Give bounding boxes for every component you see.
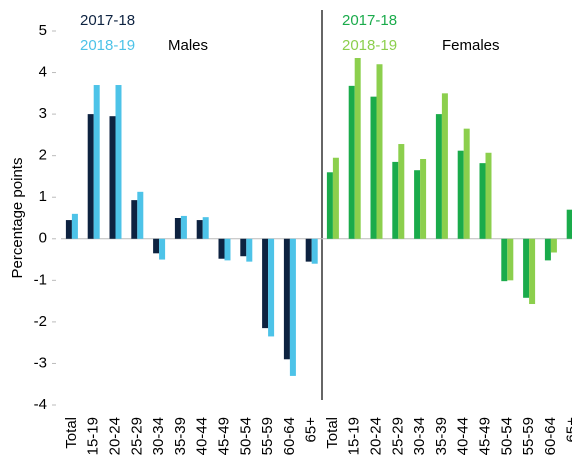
bar [131,200,138,239]
x-tick-label: 60-64 [281,417,298,455]
panel-title: Females [442,37,500,54]
bar [326,172,333,239]
bar [414,170,421,239]
x-tick-label: 55-59 [259,417,276,455]
x-tick-label: 45-49 [215,417,232,455]
bar [65,220,72,239]
bar [441,93,448,239]
bar [174,218,181,239]
x-tick-label: 20-24 [367,417,384,455]
y-tick-label: -3 [34,354,47,371]
x-tick-label: 40-44 [194,417,211,455]
y-tick-label: 1 [39,188,47,205]
bar [262,238,269,329]
legend-entry: 2018-19 [80,37,135,54]
y-tick-label: 4 [39,64,47,81]
bar [115,85,122,239]
bar [566,209,572,239]
x-tick-label: 45-49 [476,417,493,455]
x-tick-label: 25-29 [128,417,145,455]
bar [109,116,116,239]
x-tick-label: Total [324,417,341,449]
x-tick-label: 35-39 [433,417,450,455]
bar [392,161,399,239]
bar [289,238,296,376]
bar [529,238,536,305]
x-tick-label: 55-59 [520,417,537,455]
bar [196,220,203,239]
y-tick-label: 0 [39,230,47,247]
bar [420,158,427,239]
bar [311,238,318,264]
legend-entry: 2017-18 [342,12,397,29]
panel-title: Males [168,37,208,54]
bar [479,163,486,239]
bar [218,238,225,259]
y-tick-label: -4 [34,396,47,413]
x-tick-label: 20-24 [106,417,123,455]
legend-entry: 2017-18 [80,12,135,29]
bar [283,238,290,360]
bar [153,238,160,254]
bar [398,144,405,239]
bar [544,238,551,261]
y-tick-label: -1 [34,271,47,288]
bar [348,85,355,239]
x-tick-label: 25-29 [389,417,406,455]
x-tick-label: Total [63,417,80,449]
x-tick-label: 50-54 [498,417,515,455]
y-axis-label: Percentage points [9,158,26,279]
x-tick-label: 60-64 [542,417,559,455]
bar [376,64,383,239]
bar [224,238,231,261]
bar [463,128,470,239]
x-tick-label: 50-54 [237,417,254,455]
bar [71,213,78,239]
bar [202,217,209,239]
x-tick-label: 30-34 [411,417,428,455]
x-tick-label: 15-19 [85,417,102,455]
bar [507,238,514,281]
x-tick-label: 65+ [564,417,572,443]
y-tick-label: 2 [39,147,47,164]
bar [305,238,312,262]
bar [137,191,144,239]
bar [240,238,247,257]
bar [268,238,275,337]
bar [354,58,361,239]
bar [485,152,492,239]
bar [370,96,377,239]
bar [246,238,253,262]
bar [523,238,530,298]
bar [435,114,442,239]
x-tick-label: 35-39 [172,417,189,455]
y-tick-label: 5 [39,22,47,39]
y-tick-label: -2 [34,313,47,330]
bar [457,150,464,239]
bar [501,238,508,282]
x-tick-label: 40-44 [455,417,472,455]
y-tick-label: 3 [39,105,47,122]
bar [93,85,100,239]
bar [180,215,187,239]
x-tick-label: 30-34 [150,417,167,455]
x-tick-label: 65+ [303,417,320,443]
bar [550,238,557,253]
legend-entry: 2018-19 [342,37,397,54]
bar [332,157,339,239]
x-tick-label: 15-19 [346,417,363,455]
bar [159,238,166,260]
bar [87,114,94,239]
